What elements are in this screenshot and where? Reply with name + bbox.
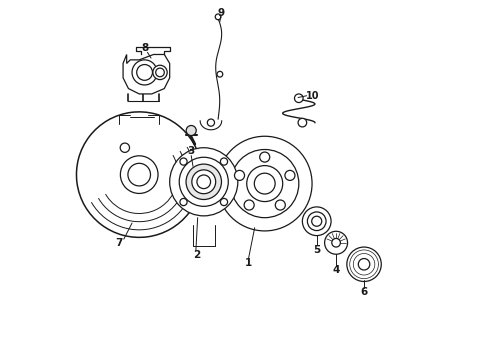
Text: 10: 10 <box>306 91 319 101</box>
Circle shape <box>275 200 285 210</box>
Circle shape <box>218 136 312 231</box>
Circle shape <box>350 250 378 279</box>
Circle shape <box>247 166 283 202</box>
Circle shape <box>186 126 196 135</box>
Circle shape <box>207 119 215 126</box>
Circle shape <box>220 158 227 165</box>
Circle shape <box>220 198 227 206</box>
Text: 1: 1 <box>245 258 252 268</box>
Circle shape <box>358 258 370 270</box>
Text: 3: 3 <box>187 146 194 156</box>
Text: 2: 2 <box>193 250 200 260</box>
Circle shape <box>132 60 157 85</box>
Circle shape <box>180 158 187 165</box>
Circle shape <box>302 207 331 235</box>
Circle shape <box>120 143 129 152</box>
Circle shape <box>186 164 221 199</box>
Circle shape <box>170 148 238 216</box>
Circle shape <box>254 173 275 194</box>
Text: 9: 9 <box>217 8 224 18</box>
Circle shape <box>332 238 341 247</box>
Text: 7: 7 <box>115 238 122 248</box>
Circle shape <box>244 200 254 210</box>
Circle shape <box>180 198 187 206</box>
Circle shape <box>285 170 295 180</box>
Circle shape <box>128 163 150 186</box>
Circle shape <box>197 175 211 189</box>
Circle shape <box>156 68 164 77</box>
Text: 5: 5 <box>313 244 320 255</box>
Circle shape <box>324 231 347 254</box>
Circle shape <box>215 14 221 20</box>
Circle shape <box>260 152 270 162</box>
Circle shape <box>298 118 307 127</box>
Polygon shape <box>123 54 170 94</box>
Circle shape <box>231 149 299 218</box>
Text: 6: 6 <box>361 287 368 297</box>
Circle shape <box>121 156 158 193</box>
Circle shape <box>235 170 245 180</box>
Circle shape <box>294 94 303 103</box>
Circle shape <box>312 216 322 226</box>
Circle shape <box>153 65 167 80</box>
Circle shape <box>137 64 152 80</box>
Circle shape <box>217 71 223 77</box>
Circle shape <box>347 247 381 282</box>
Circle shape <box>192 170 216 194</box>
Circle shape <box>179 157 228 206</box>
Text: 8: 8 <box>142 43 149 53</box>
Circle shape <box>353 253 375 275</box>
Text: 4: 4 <box>332 265 340 275</box>
Circle shape <box>307 212 326 230</box>
